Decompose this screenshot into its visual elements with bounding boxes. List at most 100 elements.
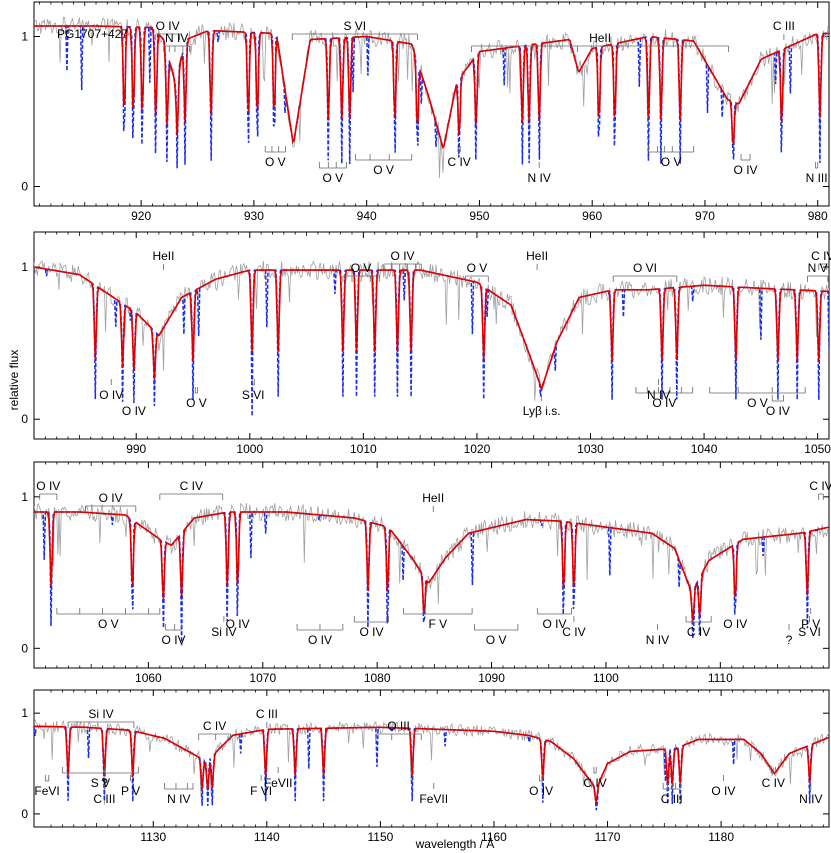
svg-text:O IV: O IV <box>99 388 123 402</box>
y-tick-label: 1 <box>21 706 28 720</box>
line-id-o-iv: O IV <box>226 608 250 631</box>
y-tick-label: 0 <box>21 641 28 655</box>
line-id-o-iv: O IV <box>296 624 344 647</box>
line-id-o-v: O V <box>186 387 207 410</box>
x-tick-label: 1000 <box>236 442 263 456</box>
svg-text:S VI: S VI <box>343 19 366 33</box>
svg-text:FeVII: FeVII <box>419 792 448 806</box>
panel-frame <box>33 689 830 828</box>
y-tick-label: 0 <box>21 180 28 194</box>
line-id-c-iv: C IV <box>811 249 831 270</box>
line-id-o-iv: O IV <box>383 249 422 270</box>
y-tick-label: 0 <box>21 807 28 821</box>
object-label: PG1707+427 <box>57 27 128 41</box>
line-id-o-iv: O IV <box>85 491 137 512</box>
svg-text:N IV: N IV <box>647 388 670 402</box>
svg-text:C IV: C IV <box>203 719 226 733</box>
line-id-o-v: O V <box>264 146 286 169</box>
svg-text:N IV: N IV <box>165 31 188 45</box>
svg-text:C III: C III <box>256 707 278 721</box>
line-id-si-iv: Si IV <box>67 707 135 728</box>
svg-text:O IV: O IV <box>734 163 758 177</box>
line-id-c-iv: C IV <box>159 479 224 500</box>
line-id-c-iv: C IV <box>583 767 607 790</box>
svg-text:N IV: N IV <box>799 792 822 806</box>
x-tick-label: 1150 <box>367 830 393 844</box>
svg-text:C IV: C IV <box>687 625 710 639</box>
line-id-o-v: O V <box>648 146 695 169</box>
x-tick-label: 980 <box>808 209 828 223</box>
x-tick-label: 1130 <box>140 830 166 844</box>
line-id-heii: HeII <box>152 249 174 270</box>
svg-text:O V: O V <box>265 155 286 169</box>
svg-text:S V: S V <box>91 776 110 790</box>
svg-text:C IV: C IV <box>811 249 831 263</box>
svg-text:N III: N III <box>806 171 828 185</box>
svg-text:N IV: N IV <box>646 633 669 647</box>
svg-text:FeVI: FeVI <box>34 784 59 798</box>
svg-text:O IV: O IV <box>359 625 383 639</box>
x-tick-label: 1060 <box>135 671 162 685</box>
line-id-o-iv: O IV <box>711 775 735 798</box>
x-tick-label: 1010 <box>350 442 377 456</box>
svg-text:HeII: HeII <box>589 31 611 45</box>
line-id-n-iii: N III <box>806 162 828 185</box>
svg-text:HeII: HeII <box>422 491 444 505</box>
svg-text:Lyβ i.s.: Lyβ i.s. <box>523 404 561 418</box>
line-id--: ? <box>786 624 793 647</box>
line-id-p-v: P V <box>801 608 820 631</box>
x-tick-label: 930 <box>244 209 264 223</box>
line-id-o-iv: O IV <box>122 395 146 418</box>
line-id-o-iv: O IV <box>36 479 60 500</box>
model-spectrum-red <box>34 25 829 150</box>
svg-text:C IV: C IV <box>809 479 831 493</box>
line-id-o-iv: O IV <box>162 624 186 647</box>
line-id-n-iv: N IV <box>163 31 191 52</box>
line-id-o-iv: O IV <box>353 616 390 639</box>
line-id-o-v: O V <box>473 624 519 647</box>
line-id-c-iii: C III <box>93 783 115 806</box>
svg-text:O V: O V <box>322 171 343 185</box>
y-tick-label: 1 <box>21 490 28 504</box>
svg-text:O IV: O IV <box>99 491 123 505</box>
svg-text:O IV: O IV <box>156 19 180 33</box>
line-id-o-iv: O IV <box>635 387 694 410</box>
svg-text:O IV: O IV <box>766 404 790 418</box>
svg-text:FeVII: FeVII <box>264 776 293 790</box>
svg-text:Si IV: Si IV <box>88 707 113 721</box>
svg-text:C IV: C IV <box>762 776 785 790</box>
observed-spectrum <box>34 502 829 619</box>
line-id-p-v: P V <box>121 775 140 798</box>
line-id-c-iv: C IV <box>198 719 231 740</box>
line-id-f-vi: F VI <box>250 775 272 798</box>
y-tick-label: 1 <box>21 260 28 274</box>
x-tick-label: 1020 <box>464 442 491 456</box>
svg-text:O IV: O IV <box>36 479 60 493</box>
svg-text:O IV: O IV <box>162 633 186 647</box>
x-axis-label: wavelength / Å <box>415 836 495 851</box>
svg-text:C IV: C IV <box>583 776 606 790</box>
svg-text:C III: C III <box>661 792 683 806</box>
svg-text:O IV: O IV <box>711 784 735 798</box>
svg-text:C IV: C IV <box>447 155 470 169</box>
svg-text:S VI: S VI <box>242 388 265 402</box>
svg-text:F V: F V <box>428 617 447 631</box>
svg-text:O IV: O IV <box>122 404 146 418</box>
svg-text:C III: C III <box>773 19 795 33</box>
svg-text:O V: O V <box>98 617 119 631</box>
observed-spectrum <box>34 719 829 805</box>
svg-text:O III: O III <box>387 719 410 733</box>
svg-text:O V: O V <box>486 633 507 647</box>
line-id-o-iv: O IV <box>529 775 553 798</box>
line-id-ly-i-s-: Lyβ i.s. <box>523 395 561 418</box>
svg-text:N IV: N IV <box>167 792 190 806</box>
x-tick-label: 1180 <box>708 830 734 844</box>
line-id-c-iv: C IV <box>447 146 471 169</box>
observed-spectrum <box>34 259 829 401</box>
line-id-n-iv: N IV <box>646 624 669 647</box>
line-id-o-vi: O VI <box>612 261 678 282</box>
svg-text:P V: P V <box>801 617 820 631</box>
x-tick-label: 1040 <box>691 442 718 456</box>
